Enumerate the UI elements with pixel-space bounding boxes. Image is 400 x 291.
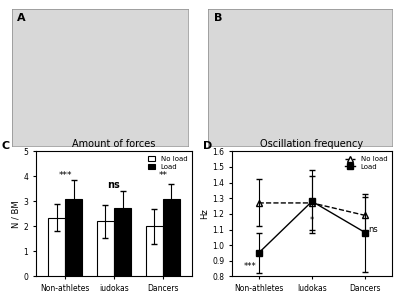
Title: Oscillation frequency: Oscillation frequency: [260, 139, 364, 149]
Title: Amount of forces: Amount of forces: [72, 139, 156, 149]
Text: ***: ***: [58, 171, 72, 180]
Legend: No load, Load: No load, Load: [147, 155, 188, 171]
Text: ns: ns: [108, 180, 120, 190]
Legend: No load, Load: No load, Load: [343, 155, 388, 171]
Text: C: C: [2, 141, 10, 151]
Y-axis label: N / BM: N / BM: [12, 200, 21, 228]
Bar: [97, 221, 114, 276]
Text: ***: ***: [243, 262, 256, 271]
Y-axis label: Hz: Hz: [200, 209, 210, 219]
Text: B: B: [214, 13, 222, 23]
Text: *: *: [310, 216, 314, 225]
Text: ns: ns: [368, 225, 378, 234]
Bar: [163, 199, 180, 276]
Text: A: A: [17, 13, 26, 23]
Text: **: **: [158, 171, 167, 180]
Bar: [114, 208, 131, 276]
Bar: [146, 226, 163, 276]
Bar: [65, 199, 82, 276]
Bar: [48, 218, 65, 276]
Text: D: D: [203, 141, 212, 151]
